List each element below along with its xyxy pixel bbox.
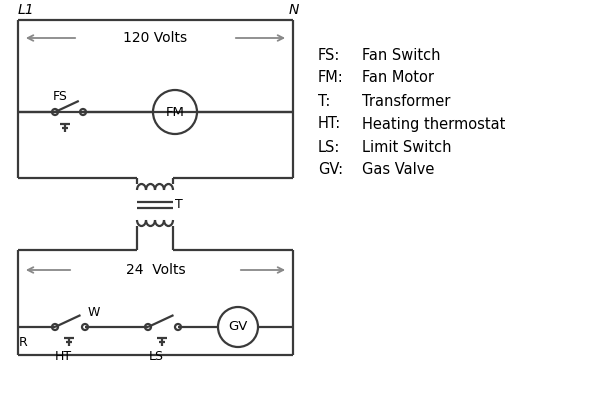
Text: LS:: LS:: [318, 140, 340, 154]
Text: FS:: FS:: [318, 48, 340, 62]
Text: Gas Valve: Gas Valve: [362, 162, 434, 178]
Text: HT:: HT:: [318, 116, 341, 132]
Text: Fan Switch: Fan Switch: [362, 48, 441, 62]
Text: Transformer: Transformer: [362, 94, 450, 108]
Text: Fan Motor: Fan Motor: [362, 70, 434, 86]
Text: L1: L1: [18, 3, 35, 17]
Text: FS: FS: [53, 90, 68, 102]
Text: W: W: [88, 306, 100, 320]
Text: 24  Volts: 24 Volts: [126, 263, 185, 277]
Text: LS: LS: [149, 350, 163, 364]
Text: GV: GV: [228, 320, 248, 334]
Text: GV:: GV:: [318, 162, 343, 178]
Text: FM:: FM:: [318, 70, 344, 86]
Text: T: T: [175, 198, 183, 212]
Text: R: R: [19, 336, 28, 350]
Text: HT: HT: [54, 350, 71, 364]
Text: T:: T:: [318, 94, 330, 108]
Text: Limit Switch: Limit Switch: [362, 140, 451, 154]
Text: FM: FM: [166, 106, 185, 118]
Text: Heating thermostat: Heating thermostat: [362, 116, 506, 132]
Text: N: N: [289, 3, 299, 17]
Text: 120 Volts: 120 Volts: [123, 31, 188, 45]
